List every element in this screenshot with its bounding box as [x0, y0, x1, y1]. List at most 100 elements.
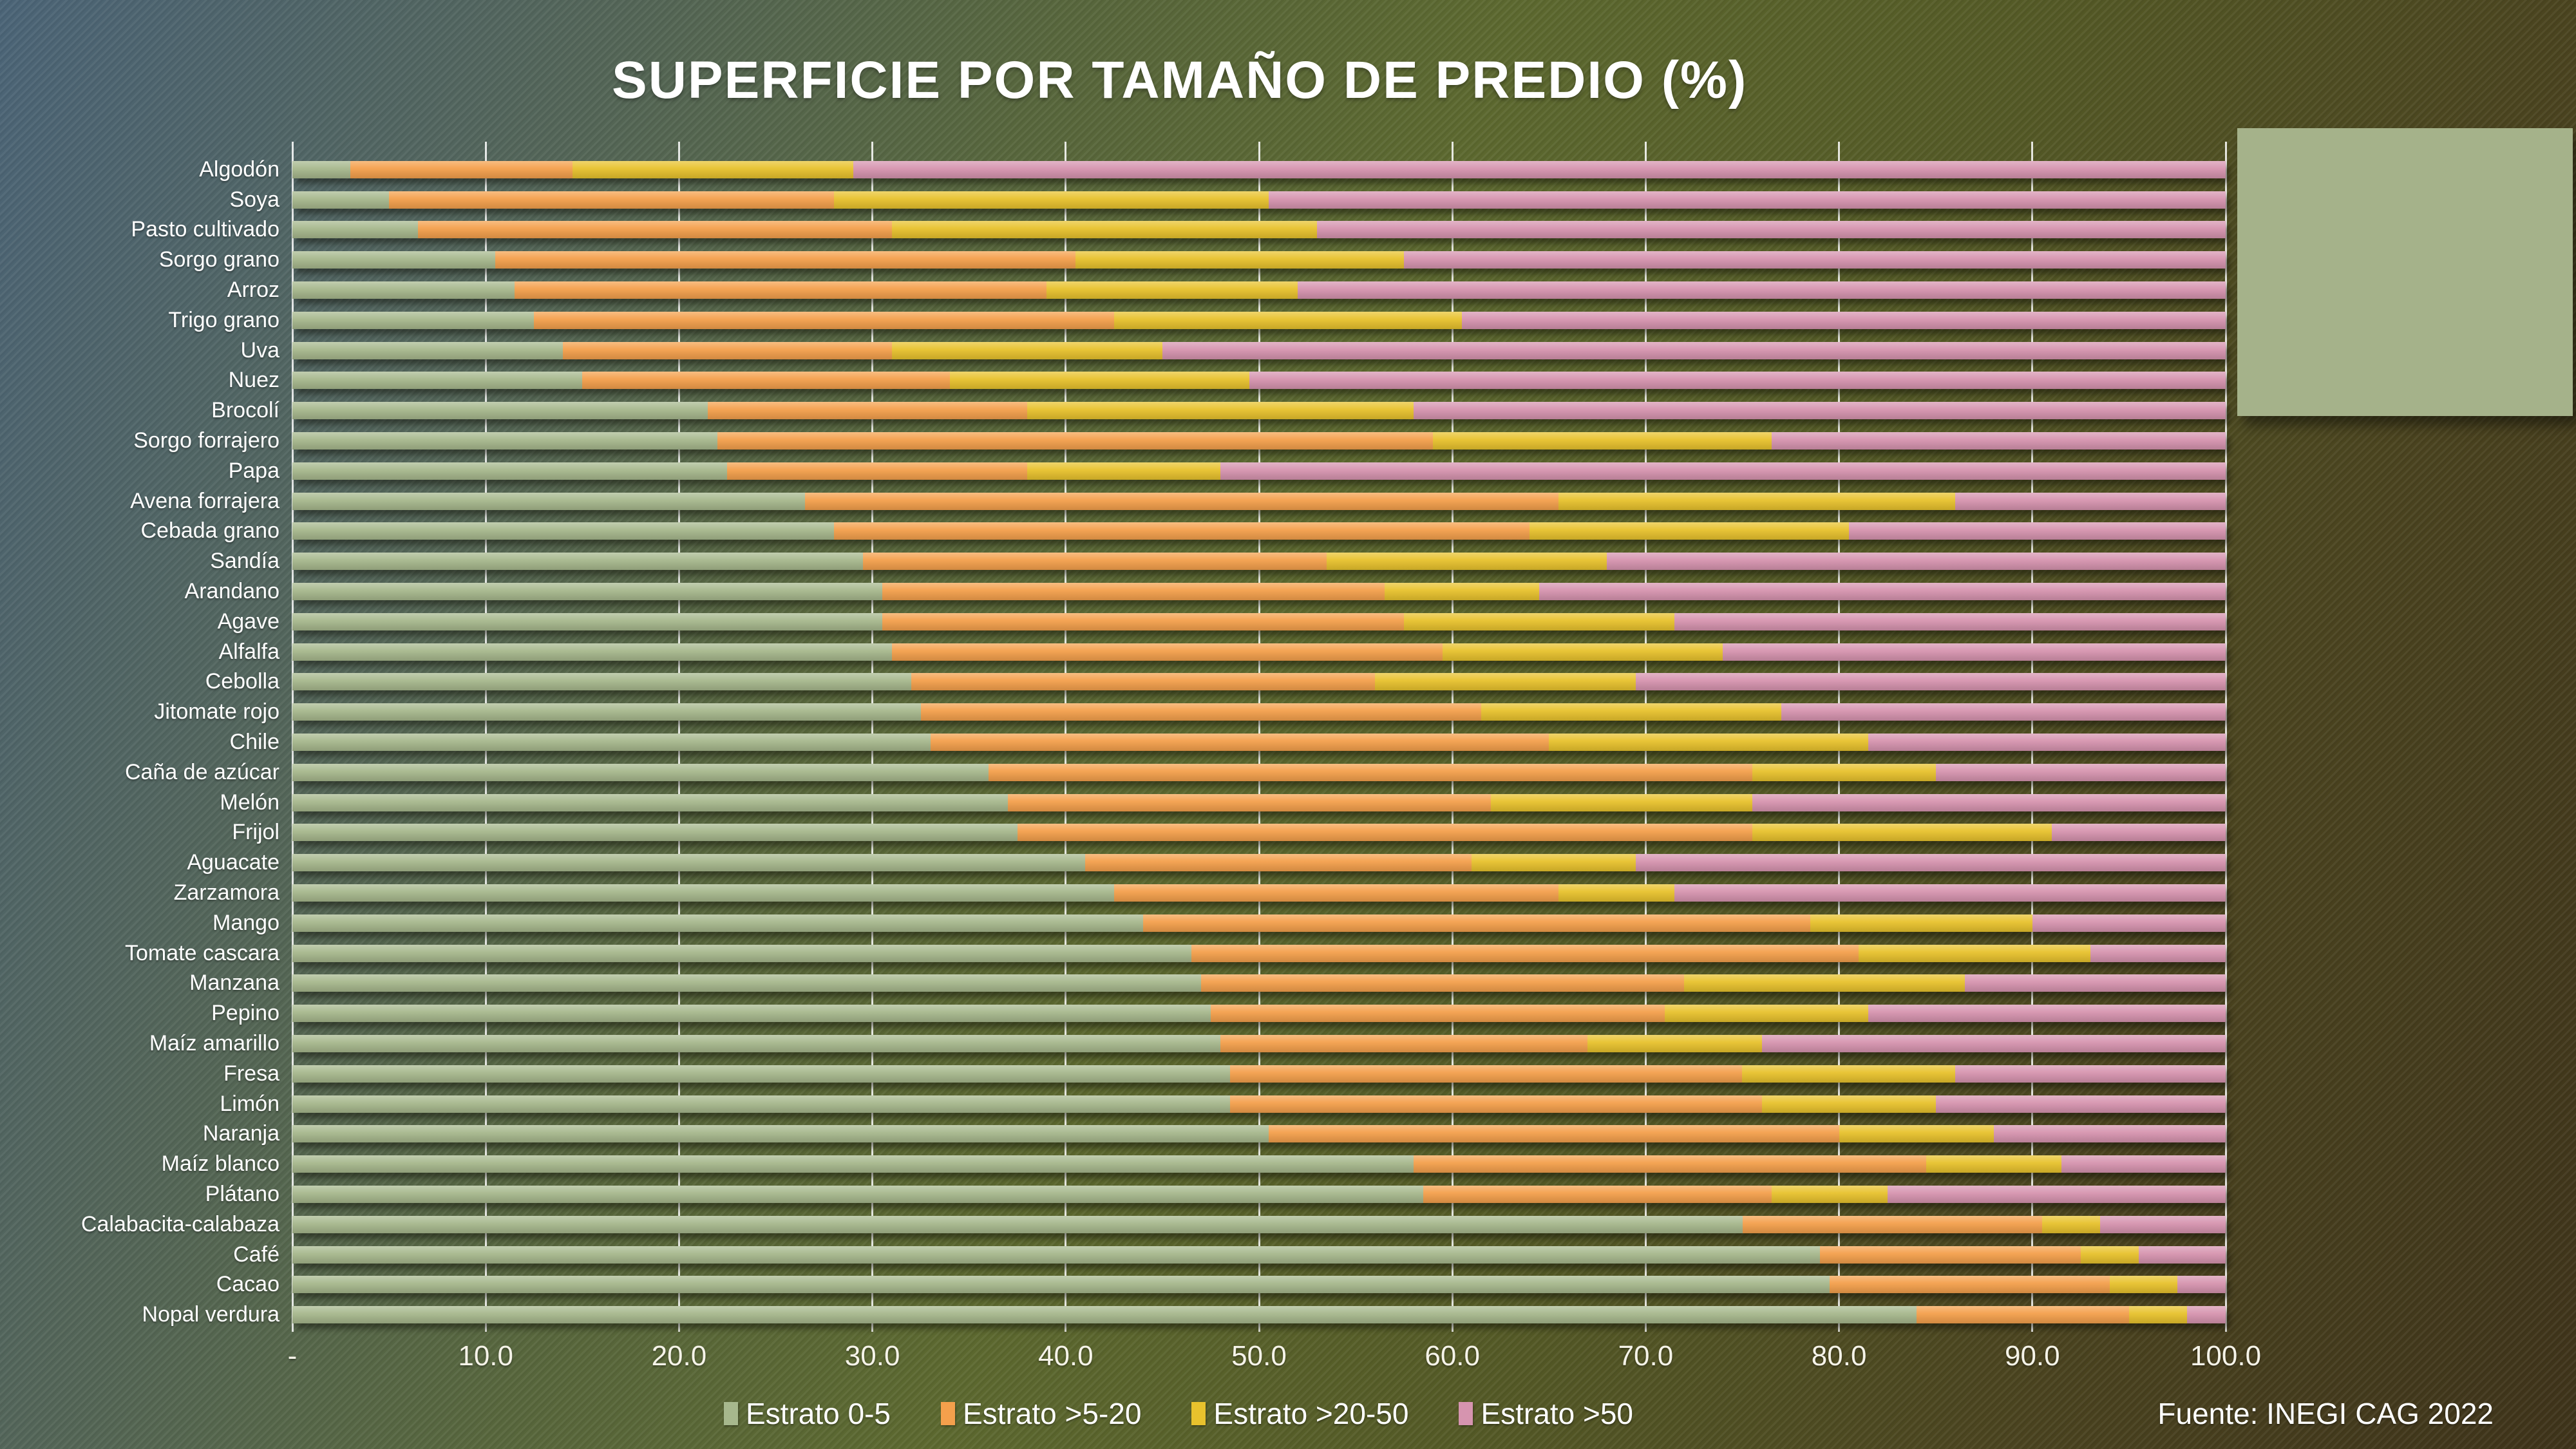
category-label: Mango: [213, 910, 279, 935]
category-label: Naranja: [202, 1121, 279, 1146]
bar-segment-estrato-5-20: [988, 763, 1752, 781]
category-label: Pasto cultivado: [131, 217, 279, 242]
bar-segment-estrato-20-50: [949, 372, 1249, 390]
bar-segment-estrato-50: [1781, 703, 2226, 721]
category-label: Pepino: [211, 1001, 279, 1026]
category-label: Caña de azúcar: [124, 759, 279, 784]
stacked-bar-alfalfa: [292, 643, 2226, 661]
source-note: Fuente: INEGI CAG 2022: [2157, 1397, 2494, 1430]
stacked-bar-mel-n: [292, 793, 2226, 811]
bar-segment-estrato-20-50: [2109, 1276, 2177, 1294]
bar-segment-estrato-50: [2177, 1276, 2226, 1294]
bar-zone: [292, 456, 2226, 486]
bar-zone: [292, 1059, 2226, 1089]
bar-segment-estrato-0-5: [292, 643, 892, 661]
x-axis: - 10.0 20.0 30.0 40.0 50.0 60.0 70.0 80.0 90.0 100…: [288, 1340, 2261, 1385]
bar-segment-estrato-0-5: [292, 311, 535, 329]
bar-segment-estrato-20-50: [1558, 492, 1955, 510]
bar-segment-estrato-50: [1404, 251, 2226, 269]
bar-segment-estrato-20-50: [1810, 914, 2032, 932]
bar-row: Cebada grano: [0, 516, 2226, 547]
bar-row: Brocolí: [0, 395, 2226, 426]
bar-segment-estrato-0-5: [292, 1035, 1220, 1052]
bar-zone: [292, 908, 2226, 938]
bar-segment-estrato-50: [2051, 824, 2226, 842]
category-label: Manzana: [189, 971, 279, 996]
bar-zone: [292, 667, 2226, 697]
bar-segment-estrato-0-5: [292, 793, 1008, 811]
stacked-bar-chile: [292, 734, 2226, 752]
bar-segment-estrato-0-5: [292, 281, 515, 299]
bar-row: Alfalfa: [0, 637, 2226, 667]
category-label: Sorgo grano: [158, 247, 279, 272]
stacked-bar-papa: [292, 462, 2226, 480]
bar-rows: Algodón Soya Pasto cultivado Sorgo grano Arr…: [0, 155, 2226, 1330]
bar-segment-estrato-50: [1674, 884, 2226, 902]
bar-row: Mango: [0, 908, 2226, 938]
bar-segment-estrato-5-20: [1414, 1155, 1926, 1173]
category-label: Avena forrajera: [130, 488, 279, 513]
bar-zone: [292, 546, 2226, 576]
bar-segment-estrato-5-20: [862, 553, 1327, 571]
bar-segment-estrato-5-20: [891, 643, 1443, 661]
bar-segment-estrato-0-5: [292, 1276, 1830, 1294]
bar-zone: [292, 697, 2226, 727]
category-label: Papa: [228, 458, 279, 483]
bar-zone: [292, 727, 2226, 757]
bar-segment-estrato-0-5: [292, 914, 1143, 932]
bar-segment-estrato-0-5: [292, 884, 1114, 902]
bar-segment-estrato-50: [1220, 462, 2226, 480]
bar-row: Nuez: [0, 366, 2226, 396]
legend-item-estrato-0-5: Estrato 0-5: [723, 1396, 891, 1431]
bar-segment-estrato-20-50: [1771, 1185, 1888, 1203]
bar-zone: [292, 1240, 2226, 1270]
bar-zone: [292, 486, 2226, 516]
bar-segment-estrato-0-5: [292, 1185, 1424, 1203]
bar-segment-estrato-50: [1636, 673, 2226, 691]
bar-segment-estrato-50: [1317, 221, 2226, 239]
bar-segment-estrato-20-50: [1046, 281, 1298, 299]
bar-segment-estrato-0-5: [292, 703, 921, 721]
x-tick-label: 20.0: [651, 1340, 707, 1372]
stacked-bar-ca-a-de-az-car: [292, 763, 2226, 781]
gridline: [2224, 142, 2227, 1332]
stacked-bar-arandano: [292, 583, 2226, 601]
bar-zone: [292, 155, 2226, 185]
legend: Estrato 0-5 Estrato >5-20 Estrato >20-50 Es…: [0, 1396, 2357, 1431]
bar-segment-estrato-0-5: [292, 432, 718, 450]
stacked-bar-cebolla: [292, 673, 2226, 691]
stacked-bar-chart: Algodón Soya Pasto cultivado Sorgo grano Arr…: [0, 142, 2261, 1372]
bar-segment-estrato-5-20: [1829, 1276, 2110, 1294]
bar-segment-estrato-5-20: [350, 160, 573, 178]
x-tick-label: 30.0: [844, 1340, 900, 1372]
bar-segment-estrato-50: [1462, 311, 2226, 329]
bar-segment-estrato-5-20: [515, 281, 1046, 299]
bar-segment-estrato-50: [1636, 854, 2226, 872]
category-label: Nuez: [228, 368, 279, 393]
bar-segment-estrato-20-50: [1587, 1035, 1762, 1052]
category-label: Jitomate rojo: [154, 699, 279, 724]
bar-zone: [292, 275, 2226, 305]
bar-segment-estrato-20-50: [1761, 1095, 1936, 1113]
bar-segment-estrato-20-50: [891, 221, 1318, 239]
bar-segment-estrato-50: [1964, 974, 2226, 992]
category-label: Arandano: [184, 579, 279, 604]
legend-swatch-estrato-0-5: [723, 1402, 738, 1425]
bar-zone: [292, 1209, 2226, 1240]
bar-segment-estrato-0-5: [292, 462, 728, 480]
bar-segment-estrato-20-50: [891, 341, 1162, 359]
bar-segment-estrato-5-20: [1113, 884, 1559, 902]
stacked-bar-aguacate: [292, 854, 2226, 872]
category-label: Chile: [229, 730, 279, 755]
bar-segment-estrato-5-20: [389, 191, 834, 209]
bar-segment-estrato-0-5: [292, 341, 564, 359]
bar-segment-estrato-50: [1298, 281, 2226, 299]
bar-segment-estrato-20-50: [1491, 793, 1752, 811]
bar-segment-estrato-5-20: [920, 703, 1482, 721]
bar-zone: [292, 185, 2226, 215]
category-label: Sandía: [210, 549, 279, 574]
bar-row: Algodón: [0, 155, 2226, 185]
category-label: Aguacate: [187, 850, 279, 875]
bar-segment-estrato-20-50: [1404, 612, 1675, 630]
bar-segment-estrato-5-20: [930, 734, 1549, 752]
